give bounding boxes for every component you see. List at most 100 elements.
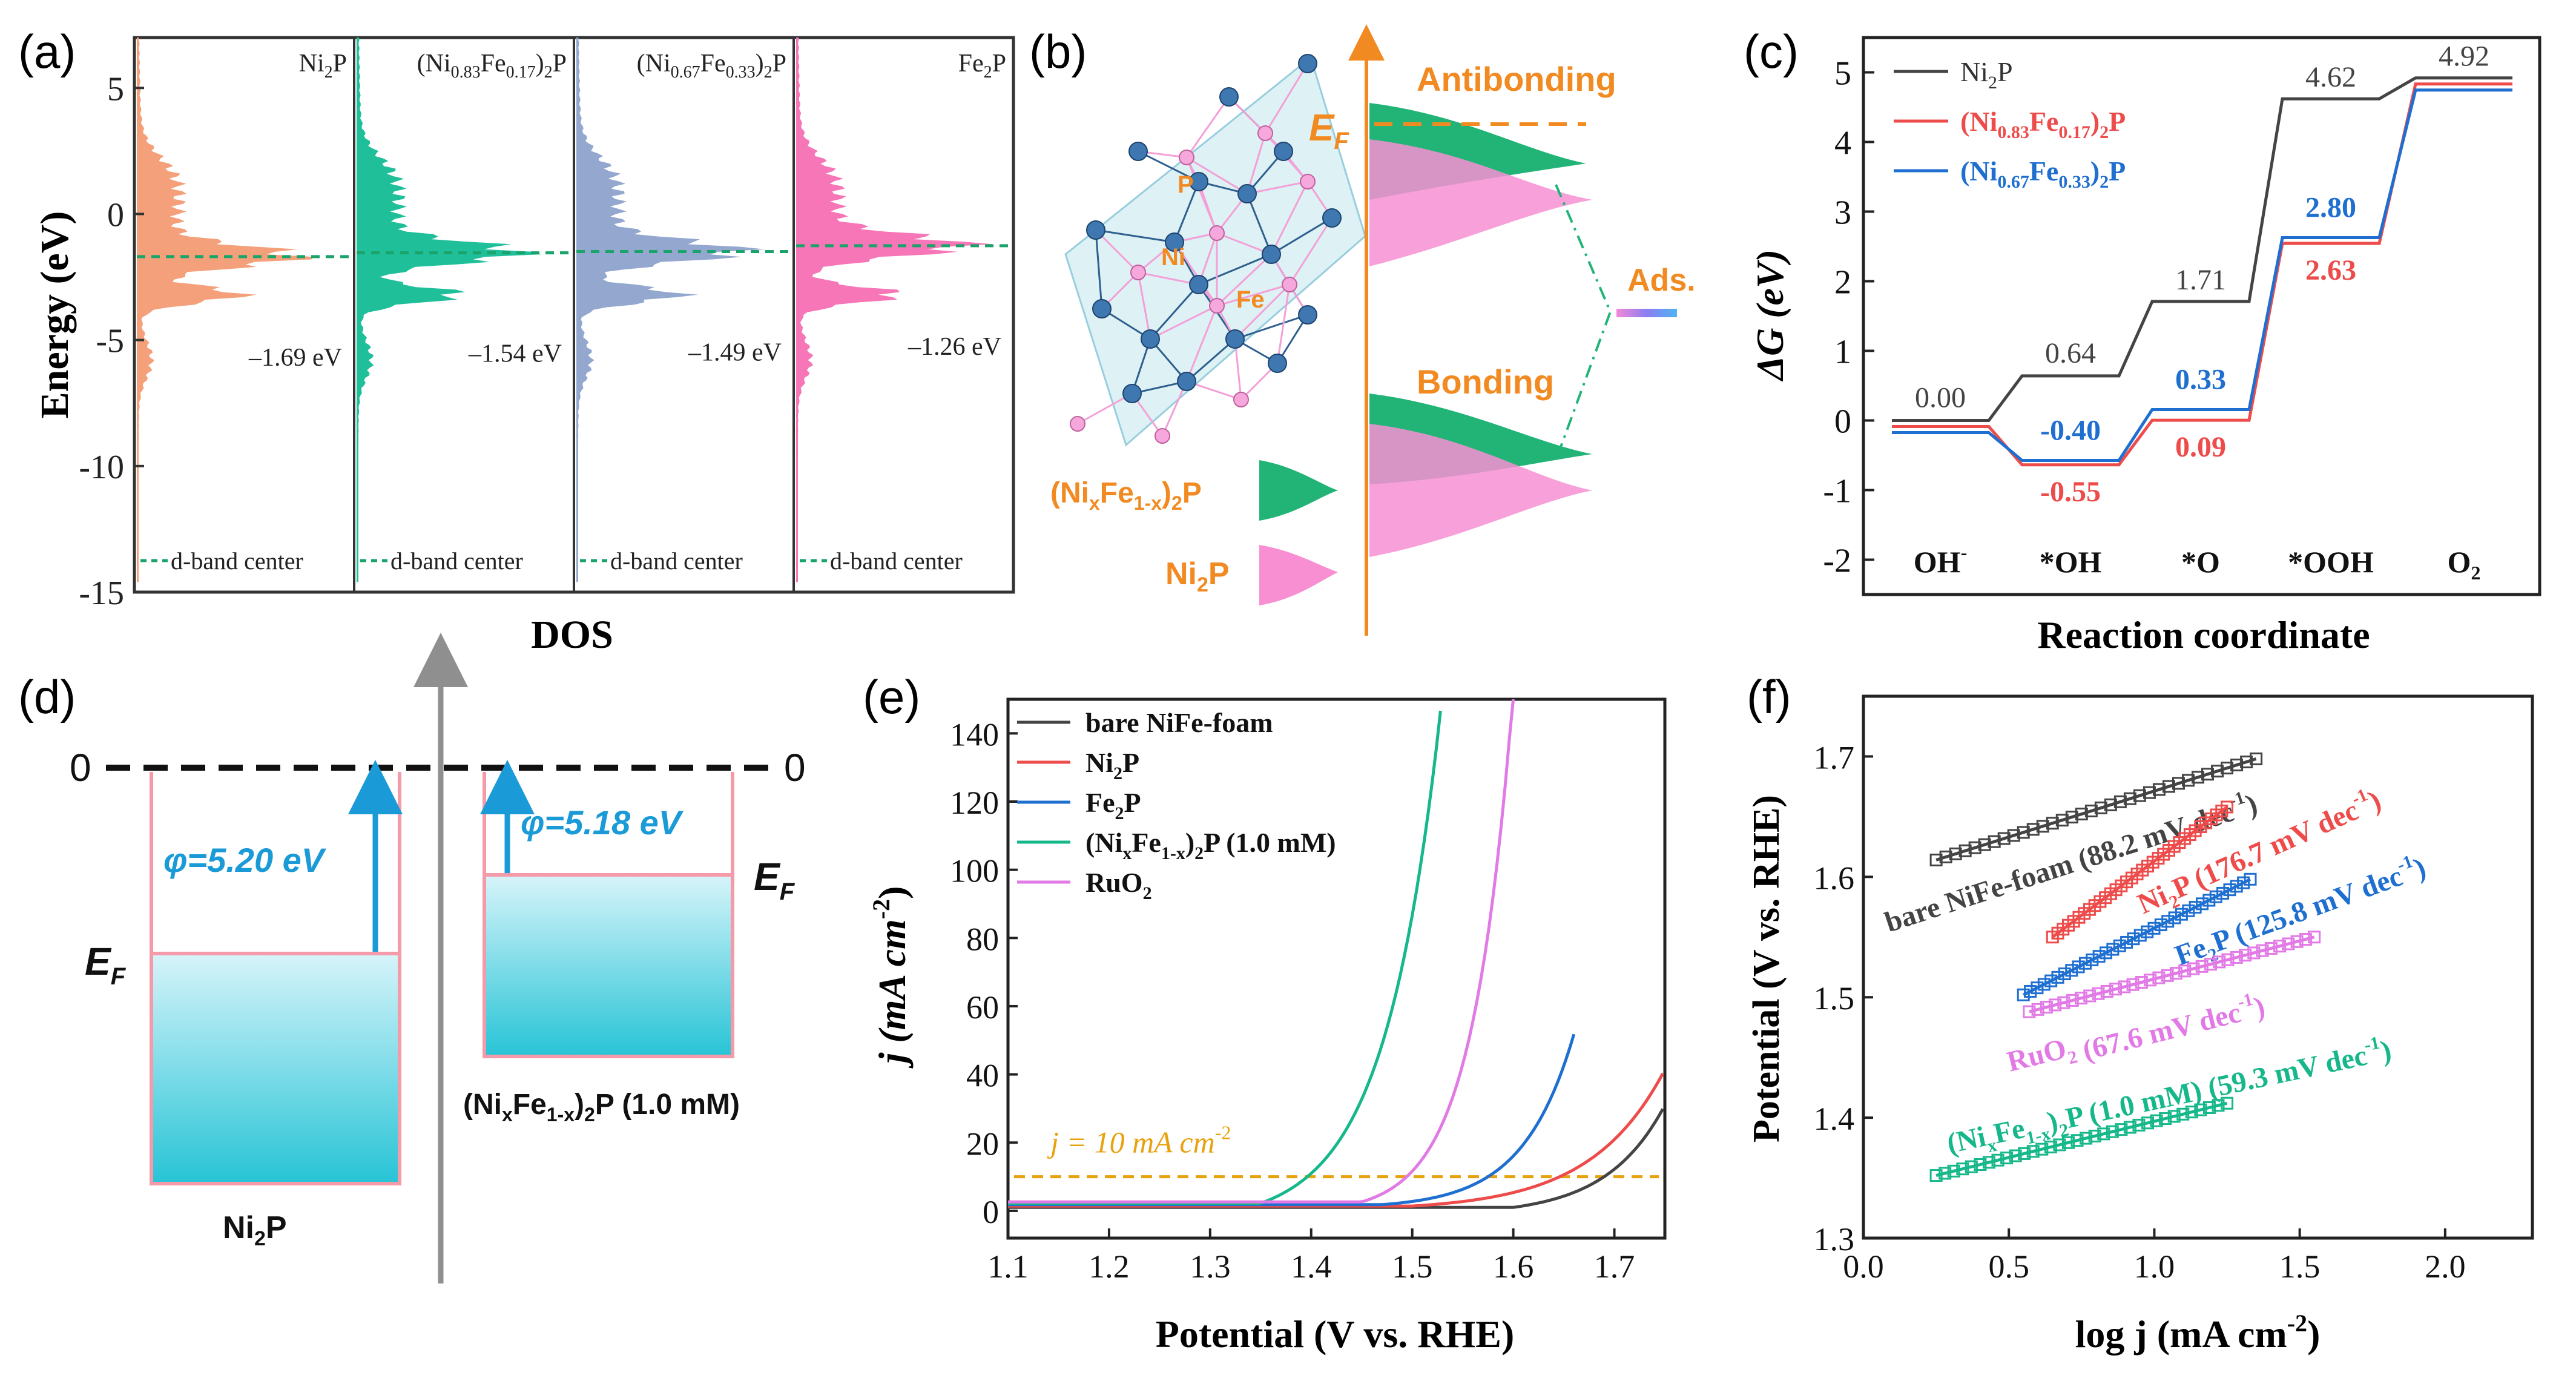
e-reference-label: j = 10 mA cm-2 [1047, 1122, 1231, 1159]
p-atom [1070, 416, 1085, 432]
e-legend-label: bare NiFe-foam [1085, 707, 1273, 738]
f-tafel-point [1949, 847, 1962, 860]
lattice-bond [1095, 229, 1103, 309]
f-tafel-point [2221, 762, 2234, 775]
f-tafel-point [2244, 872, 2257, 886]
f-tafel-point [2072, 960, 2085, 974]
c-category-label: *OH [2040, 545, 2102, 579]
c-ytick-label: 0 [1834, 403, 1851, 441]
c-category-label: OH- [1914, 541, 1967, 579]
f-tafel-point [2230, 759, 2244, 772]
ni2p-phi-label: φ=5.20 eV [163, 841, 327, 879]
lattice-bond [1095, 229, 1175, 243]
f-xtick-label: 1.0 [2134, 1248, 2175, 1285]
a-ytick-label: -15 [79, 575, 124, 612]
f-tafel-fit [2023, 878, 2252, 997]
ni2p-well-border [150, 772, 401, 1185]
lattice-bond [1186, 156, 1248, 195]
mat1-peak [1259, 460, 1338, 521]
ni-atom [1219, 87, 1239, 107]
mat2-peak [1259, 545, 1338, 605]
f-tafel-point [2152, 783, 2166, 796]
f-ytick-label: 1.7 [1814, 739, 1855, 776]
f-tafel-point [2211, 765, 2224, 778]
dos-subpanel-title: Fe2P [958, 50, 1006, 82]
f-tafel-point [2209, 890, 2222, 903]
ni-atom [1141, 329, 1160, 349]
c-value-label: 1.71 [2175, 264, 2226, 296]
f-tafel-point [2092, 950, 2106, 963]
ni-atom [1165, 232, 1184, 252]
c-ytick-label: -2 [1823, 542, 1851, 580]
f-tafel-point [1939, 850, 1952, 863]
lattice-bond [1246, 193, 1273, 255]
f-tafel-point [2106, 943, 2120, 956]
f-tafel-point [2172, 777, 2185, 790]
lattice-bond [1271, 217, 1332, 255]
f-tafel-point [2147, 921, 2161, 935]
lattice-bond [1161, 381, 1188, 437]
c-legend-label: Ni2P [1960, 56, 2013, 93]
e-xtick-label: 1.2 [1089, 1248, 1130, 1285]
f-tafel-point [2055, 814, 2069, 827]
p-atom [1233, 392, 1249, 407]
c-category-label: *O [2181, 545, 2220, 579]
vacuum-zero-left: 0 [70, 746, 91, 789]
f-tafel-point [2017, 988, 2030, 1001]
lattice-bond [1185, 96, 1230, 158]
f-tafel-point [2113, 939, 2126, 952]
ni-atom [1086, 220, 1105, 240]
f-tafel-point [1978, 838, 1991, 851]
e-legend-label: RuO2 [1085, 867, 1152, 903]
ni-atom [1189, 172, 1208, 191]
crystal-structure: P Ni Fe [1064, 54, 1366, 447]
lattice-bond [1185, 305, 1218, 382]
f-tafel-point [2065, 811, 2078, 824]
lattice-bond [1276, 284, 1291, 364]
dos-subpanel-title: Ni2P [299, 50, 347, 82]
e-lsv-curve [1008, 1033, 1576, 1207]
e-ytick-label: 120 [950, 785, 999, 821]
ads-level [1616, 309, 1677, 317]
lattice-bond [1077, 392, 1133, 425]
ni-atom [1262, 245, 1281, 264]
p-atom [1130, 265, 1146, 280]
lattice-bond [1137, 272, 1151, 340]
panel-d-letter: (d) [18, 670, 76, 723]
c-ytick-label: 1 [1834, 334, 1851, 371]
c-value-label: 2.63 [2305, 254, 2356, 286]
f-tafel-point [2175, 908, 2188, 921]
f-tafel-point [2026, 823, 2040, 836]
f-tafel-point [1997, 832, 2011, 845]
e-ytick-label: 0 [983, 1194, 999, 1230]
ni2p-name: Ni2P [223, 1210, 287, 1250]
lattice-bond [1216, 253, 1273, 307]
f-ytick-label: 1.6 [1814, 860, 1855, 896]
p-atom [1209, 298, 1225, 314]
c-energy-path [1892, 88, 2512, 462]
nife-phi-label: φ=5.18 eV [521, 803, 684, 842]
c-value-label: 0.33 [2175, 364, 2226, 396]
dos-area [357, 38, 541, 582]
f-tafel-point [2037, 978, 2051, 991]
fermi-label: EF [1309, 107, 1349, 154]
panel-e-ylabel: j (mA cm-2) [868, 886, 914, 1069]
lattice-bond [1173, 242, 1218, 306]
f-ytick-label: 1.4 [1814, 1101, 1855, 1137]
panel-d: (d) 0 0 φ=5.20 eV EF Ni2P φ=5.18 eV EF (… [18, 633, 806, 1283]
panel-f-letter: (f) [1747, 670, 1791, 723]
f-ytick-label: 1.3 [1814, 1221, 1855, 1257]
lattice-bond [1234, 338, 1242, 400]
f-tafel-fit [1935, 1101, 2228, 1178]
c-legend-label: (Ni0.83Fe0.17)2P [1960, 106, 2126, 142]
lattice-bond [1216, 232, 1272, 255]
f-tafel-point [2192, 771, 2204, 784]
f-tafel-point [2058, 967, 2071, 981]
c-value-label: 0.09 [2175, 431, 2226, 463]
panel-e-frame [1006, 697, 1667, 1240]
f-tafel-point [2007, 829, 2020, 842]
panel-c-letter: (c) [1744, 25, 1799, 78]
f-tafel-point [2161, 915, 2175, 928]
c-energy-path [1892, 76, 2512, 422]
